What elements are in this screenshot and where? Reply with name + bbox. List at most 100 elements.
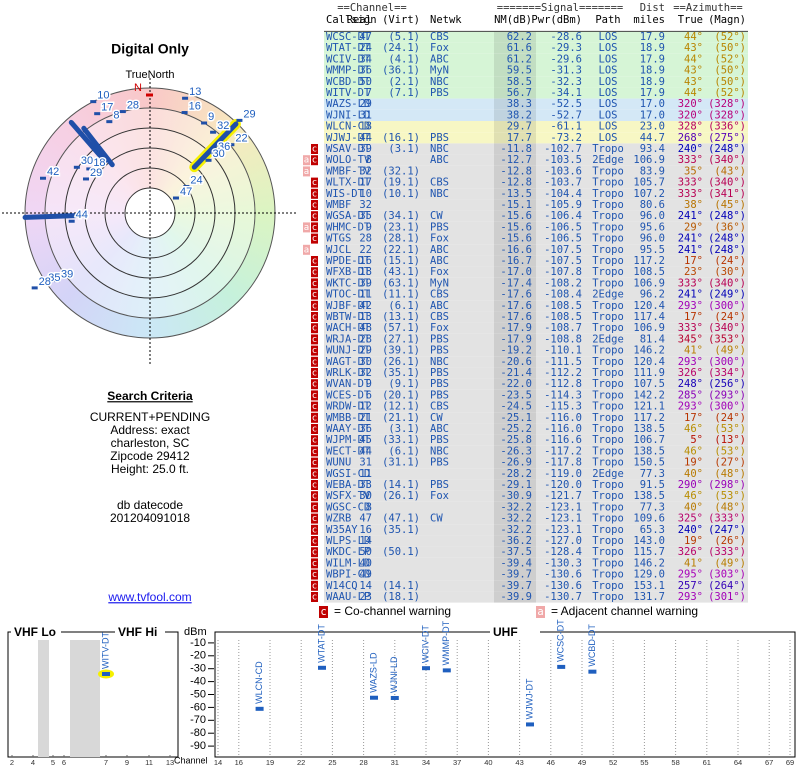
table-cell: PBS	[430, 221, 449, 233]
x-tick-label: 11	[145, 758, 153, 767]
table-cell: 290°	[678, 479, 703, 491]
nm-column-shade	[494, 468, 536, 480]
table-cell: 129.0	[633, 569, 665, 581]
table-cell: (340°)	[708, 177, 746, 189]
table-cell: -21.4	[500, 367, 532, 379]
table-cell: Tropo	[592, 277, 624, 289]
table-cell: Tropo	[592, 445, 624, 457]
column-header: Path	[595, 14, 620, 26]
table-cell: 117.2	[633, 412, 665, 424]
warning-box	[311, 502, 318, 513]
table-cell: 293°	[678, 591, 703, 603]
table-cell: (50°)	[714, 42, 746, 54]
row-background	[324, 468, 748, 480]
table-cell: (334°)	[708, 367, 746, 379]
row-background	[324, 569, 748, 581]
table-cell: (26°)	[714, 535, 746, 547]
table-cell: CBS	[430, 177, 449, 189]
station-point	[86, 167, 93, 171]
table-cell: 285°	[678, 389, 703, 401]
table-cell: Tropo	[592, 591, 624, 603]
table-cell: (43.1)	[382, 266, 420, 278]
table-cell: 44	[359, 132, 372, 144]
table-cell: ABC	[430, 423, 449, 435]
table-cell: (336°)	[708, 121, 746, 133]
table-cell: Tropo	[592, 434, 624, 446]
table-cell: 96.0	[640, 210, 665, 222]
table-cell: Fox	[430, 233, 449, 245]
table-cell: 120.4	[633, 356, 665, 368]
warning-box	[311, 446, 318, 457]
title-backdrop	[490, 626, 540, 638]
station-bar	[191, 121, 239, 170]
table-cell: 62.2	[507, 31, 532, 43]
nm-column-shade	[494, 266, 536, 278]
column-header: (Magn)	[708, 14, 746, 26]
table-cell: (50.1)	[382, 546, 420, 558]
table-cell: 146.2	[633, 557, 665, 569]
row-background	[324, 412, 748, 424]
table-cell: WITV-DT	[326, 87, 371, 99]
table-cell: 333°	[678, 188, 703, 200]
table-cell: (35.1)	[382, 524, 420, 536]
table-cell: 328°	[678, 121, 703, 133]
row-background	[324, 221, 748, 233]
table-cell: WBPI-CD	[326, 569, 370, 581]
table-cell: (3.1)	[388, 143, 420, 155]
station-label: WCIV-DT	[420, 625, 430, 663]
table-cell: -39.7	[500, 569, 532, 581]
table-cell: 29°	[684, 221, 703, 233]
warning-box	[311, 300, 318, 311]
site-link[interactable]: www.tvfool.com	[107, 590, 191, 604]
table-cell: -106.5	[544, 221, 582, 233]
table-cell: -28.6	[550, 31, 582, 43]
row-background	[324, 165, 748, 177]
table-cell: Tropo	[592, 199, 624, 211]
table-cell: Tropo	[592, 490, 624, 502]
nm-column-shade	[494, 356, 536, 368]
table-cell: -29.1	[500, 479, 532, 491]
table-cell: 138.5	[633, 490, 665, 502]
nm-column-shade	[494, 479, 536, 491]
warning-box	[311, 457, 318, 468]
warning-box	[311, 312, 318, 322]
table-cell: 106.9	[633, 277, 665, 289]
warning-box	[303, 155, 310, 166]
station-label: WITV-DT	[100, 631, 110, 668]
row-background	[324, 423, 748, 435]
table-cell: 39	[359, 277, 372, 289]
table-cell: 150.5	[633, 457, 665, 469]
table-cell: 241°	[678, 289, 703, 301]
table-cell: (57.1)	[382, 322, 420, 334]
nm-column-shade	[494, 300, 536, 312]
table-cell: 109.6	[633, 513, 665, 525]
table-cell: (23.1)	[382, 221, 420, 233]
table-cell: 17	[359, 177, 372, 189]
table-cell: Tropo	[592, 423, 624, 435]
x-tick-label: 64	[734, 758, 742, 767]
warning-marker: c	[312, 257, 317, 267]
table-cell: 105.7	[633, 177, 665, 189]
x-tick-label: 52	[609, 758, 617, 767]
table-cell: (328°)	[708, 98, 746, 110]
table-cell: WMBF	[326, 199, 351, 211]
table-cell: 19°	[684, 457, 703, 469]
warning-marker: c	[312, 234, 317, 244]
table-cell: Tropo	[592, 233, 624, 245]
panel-title: VHF Lo	[14, 625, 56, 639]
table-cell: (47.1)	[382, 513, 420, 525]
warning-marker: c	[312, 201, 317, 211]
table-cell: (35.1)	[382, 367, 420, 379]
y-tick-label: -50	[190, 688, 206, 700]
table-cell: WFXB-DT	[326, 266, 371, 278]
table-cell: 43°	[684, 76, 703, 88]
search-title: Search Criteria	[107, 389, 193, 403]
station-point	[53, 279, 60, 283]
table-cell: WBTW-DT	[326, 311, 371, 323]
table-cell: 59.5	[507, 65, 532, 77]
table-cell: 17.9	[640, 87, 665, 99]
table-cell: 143.0	[633, 535, 665, 547]
table-cell: 29.7	[507, 121, 532, 133]
nm-column-shade	[494, 333, 536, 345]
table-cell: 81.4	[640, 333, 665, 345]
